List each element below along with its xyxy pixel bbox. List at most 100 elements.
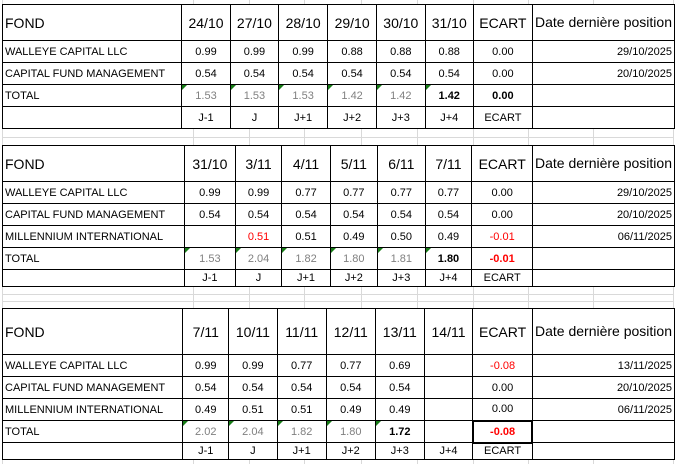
footer-empty-cell[interactable] [531,106,675,129]
total-value-cell[interactable]: 1.72 [374,420,425,443]
total-value-cell[interactable]: 2.04 [234,247,283,270]
fond-header[interactable]: FOND [1,4,183,41]
last-position-cell[interactable]: 20/10/2025 [531,203,675,226]
footer-label-cell[interactable]: J+3 [377,269,426,287]
total-value-cell[interactable]: 1.82 [276,420,327,443]
total-label-cell[interactable]: TOTAL [1,247,186,270]
date-header[interactable]: 28/10 [278,4,329,41]
fund-name-cell[interactable]: CAPITAL FUND MANAGEMENT [1,203,186,226]
fund-name-cell[interactable]: MILLENNIUM INTERNATIONAL [1,398,184,421]
footer-label-cell[interactable]: J+2 [325,442,376,460]
value-cell[interactable]: 0.51 [276,398,327,421]
total-value-cell[interactable]: 1.53 [181,84,231,107]
value-cell[interactable]: 0.99 [228,354,278,377]
total-ecart-cell[interactable]: -0.01 [471,247,533,270]
value-cell[interactable]: 0.77 [325,354,376,377]
footer-ecart-label-cell[interactable]: ECART [472,106,533,129]
total-value-cell[interactable]: 1.42 [327,84,377,107]
date-header[interactable]: 11/11 [276,308,327,355]
last-position-cell[interactable]: 20/10/2025 [531,376,675,399]
value-cell[interactable]: 0.88 [375,40,426,63]
value-cell[interactable]: 0.54 [424,203,473,226]
value-cell[interactable]: 0.54 [276,376,327,399]
value-cell[interactable] [423,376,474,399]
total-value-cell[interactable]: 1.53 [184,247,236,270]
date-header[interactable]: 14/11 [423,308,474,355]
total-value-cell[interactable]: 1.53 [278,84,329,107]
footer-label-cell[interactable]: J+4 [424,269,473,287]
footer-label-cell[interactable]: J [228,442,278,460]
ecart-cell[interactable]: 0.00 [472,62,533,85]
last-position-cell[interactable]: 06/11/2025 [531,398,675,421]
footer-label-cell[interactable]: J-1 [181,106,231,129]
fond-header[interactable]: FOND [1,308,184,355]
total-value-cell[interactable]: 1.82 [281,247,331,270]
value-cell[interactable]: 0.50 [377,225,426,248]
footer-empty-cell[interactable] [1,106,183,129]
value-cell[interactable]: 0.49 [325,398,376,421]
value-cell[interactable] [184,225,236,248]
fund-name-cell[interactable]: CAPITAL FUND MANAGEMENT [1,62,183,85]
value-cell[interactable]: 0.54 [424,62,474,85]
value-cell[interactable]: 0.77 [424,181,473,204]
value-cell[interactable]: 0.49 [424,225,473,248]
footer-label-cell[interactable]: J+4 [424,106,474,129]
footer-label-cell[interactable]: J-1 [184,269,236,287]
date-header[interactable]: 7/11 [424,145,473,182]
value-cell[interactable]: 0.54 [375,62,426,85]
footer-ecart-label-cell[interactable]: ECART [472,442,533,460]
footer-label-cell[interactable]: J [234,269,283,287]
value-cell[interactable]: 0.88 [327,40,377,63]
ecart-cell[interactable]: -0.01 [471,225,533,248]
total-ecart-cell[interactable]: 0.00 [472,84,533,107]
total-label-cell[interactable]: TOTAL [1,84,183,107]
last-position-header[interactable]: Date dernière position [531,145,675,182]
footer-label-cell[interactable]: J+2 [327,106,377,129]
footer-label-cell[interactable]: J [229,106,280,129]
footer-label-cell[interactable]: J-1 [182,442,230,460]
last-position-header[interactable]: Date dernière position [531,4,675,41]
last-position-cell[interactable] [531,420,675,443]
value-cell[interactable]: 0.69 [374,354,425,377]
ecart-header[interactable]: ECART [472,4,533,41]
footer-label-cell[interactable]: J+2 [329,269,379,287]
footer-empty-cell[interactable] [531,269,675,287]
total-value-cell[interactable]: 1.81 [377,247,426,270]
value-cell[interactable]: 0.54 [281,203,331,226]
footer-label-cell[interactable]: J+4 [423,442,474,460]
date-header[interactable]: 3/11 [234,145,283,182]
last-position-cell[interactable]: 29/10/2025 [531,40,675,63]
footer-label-cell[interactable]: J+1 [278,106,329,129]
date-header[interactable]: 30/10 [375,4,426,41]
last-position-cell[interactable]: 13/11/2025 [531,354,675,377]
fond-header[interactable]: FOND [1,145,186,182]
date-header[interactable]: 4/11 [281,145,331,182]
fund-name-cell[interactable]: WALLEYE CAPITAL LLC [1,181,186,204]
fund-name-cell[interactable]: MILLENNIUM INTERNATIONAL [1,225,186,248]
last-position-cell[interactable]: 20/10/2025 [531,62,675,85]
date-header[interactable]: 12/11 [325,308,376,355]
date-header[interactable]: 5/11 [329,145,379,182]
total-value-cell[interactable]: 1.80 [325,420,376,443]
value-cell[interactable]: 0.54 [234,203,283,226]
date-header[interactable]: 31/10 [424,4,474,41]
total-value-cell[interactable]: 2.02 [182,420,230,443]
date-header[interactable]: 24/10 [181,4,231,41]
footer-label-cell[interactable]: J+3 [374,442,425,460]
value-cell[interactable]: 0.54 [229,62,280,85]
total-label-cell[interactable]: TOTAL [1,420,184,443]
ecart-cell[interactable]: -0.08 [472,354,533,377]
last-position-cell[interactable] [531,84,675,107]
ecart-cell[interactable]: 0.00 [471,181,533,204]
total-value-cell[interactable]: 1.42 [375,84,426,107]
value-cell[interactable] [423,398,474,421]
total-value-cell[interactable]: 1.53 [229,84,280,107]
last-position-cell[interactable]: 29/10/2025 [531,181,675,204]
value-cell[interactable]: 0.54 [278,62,329,85]
value-cell[interactable]: 0.99 [181,40,231,63]
value-cell[interactable]: 0.54 [181,62,231,85]
value-cell[interactable]: 0.54 [184,203,236,226]
date-header[interactable]: 27/10 [229,4,280,41]
ecart-cell[interactable]: 0.00 [472,40,533,63]
value-cell[interactable]: 0.54 [182,376,230,399]
